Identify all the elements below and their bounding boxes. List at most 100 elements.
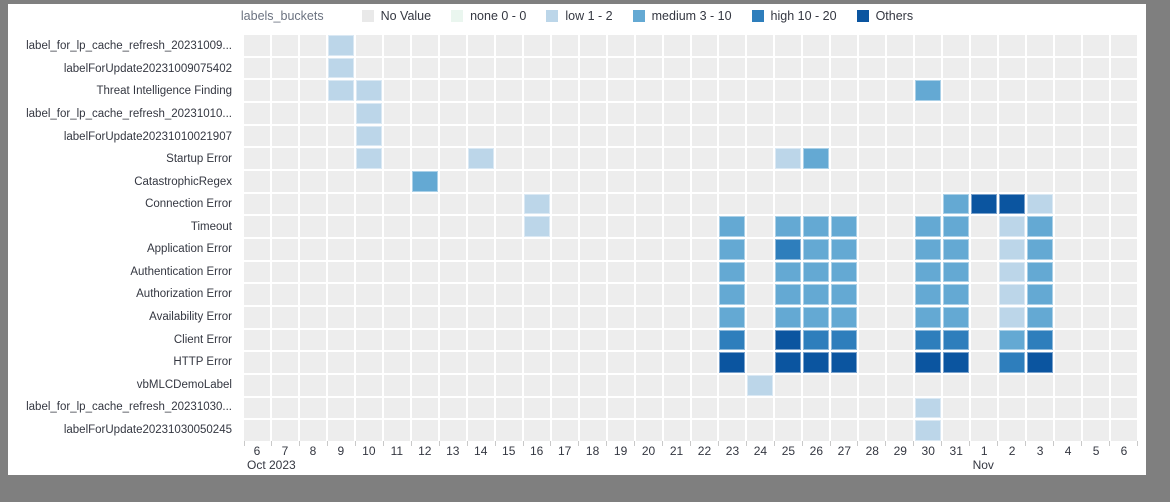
heatmap-cell[interactable]	[635, 35, 662, 56]
heatmap-cell[interactable]	[803, 374, 830, 396]
legend-item-novalue[interactable]: No Value	[361, 9, 431, 23]
heatmap-cell[interactable]	[663, 306, 690, 328]
heatmap-cell[interactable]	[244, 125, 270, 147]
heatmap-cell[interactable]	[691, 102, 718, 124]
heatmap-cell[interactable]	[327, 170, 354, 192]
heatmap-cell[interactable]	[831, 216, 858, 237]
heatmap-cell[interactable]	[523, 329, 550, 351]
heatmap-cell[interactable]	[383, 261, 410, 283]
heatmap-cell[interactable]	[663, 57, 690, 79]
heatmap-cell[interactable]	[831, 238, 858, 260]
heatmap-cell[interactable]	[299, 170, 326, 192]
heatmap-cell[interactable]	[831, 420, 858, 441]
heatmap-cell[interactable]	[943, 329, 970, 351]
heatmap-cell[interactable]	[355, 170, 382, 192]
heatmap-cell[interactable]	[943, 238, 970, 260]
heatmap-cell[interactable]	[523, 238, 550, 260]
heatmap-cell[interactable]	[887, 80, 914, 101]
heatmap-cell[interactable]	[383, 170, 410, 192]
heatmap-cell[interactable]	[971, 306, 998, 328]
heatmap-cell[interactable]	[859, 397, 886, 419]
heatmap-cell[interactable]	[691, 420, 718, 441]
heatmap-cell[interactable]	[1083, 306, 1110, 328]
heatmap-cell[interactable]	[579, 125, 606, 147]
heatmap-cell[interactable]	[887, 216, 914, 237]
heatmap-cell[interactable]	[607, 261, 634, 283]
heatmap-cell[interactable]	[971, 102, 998, 124]
heatmap-cell[interactable]	[271, 57, 298, 79]
heatmap-cell[interactable]	[999, 148, 1026, 169]
heatmap-cell[interactable]	[579, 420, 606, 441]
heatmap-cell[interactable]	[663, 420, 690, 441]
heatmap-cell[interactable]	[467, 329, 494, 351]
heatmap-cell[interactable]	[467, 284, 494, 305]
heatmap-cell[interactable]	[411, 374, 438, 396]
heatmap-cell[interactable]	[635, 170, 662, 192]
heatmap-cell[interactable]	[1027, 148, 1054, 169]
heatmap-cell[interactable]	[1083, 193, 1110, 215]
heatmap-cell[interactable]	[831, 125, 858, 147]
heatmap-cell[interactable]	[691, 216, 718, 237]
heatmap-cell[interactable]	[523, 261, 550, 283]
heatmap-cell[interactable]	[915, 374, 942, 396]
heatmap-cell[interactable]	[719, 57, 746, 79]
heatmap-cell[interactable]	[859, 216, 886, 237]
heatmap-cell[interactable]	[1055, 420, 1082, 441]
heatmap-cell[interactable]	[887, 102, 914, 124]
heatmap-cell[interactable]	[607, 397, 634, 419]
heatmap-cell[interactable]	[803, 284, 830, 305]
legend-item-low[interactable]: low 1 - 2	[546, 9, 613, 23]
heatmap-cell[interactable]	[1055, 102, 1082, 124]
heatmap-cell[interactable]	[803, 170, 830, 192]
heatmap-cell[interactable]	[663, 148, 690, 169]
heatmap-cell[interactable]	[1055, 148, 1082, 169]
heatmap-cell[interactable]	[747, 57, 774, 79]
heatmap-cell[interactable]	[635, 420, 662, 441]
heatmap-cell[interactable]	[803, 102, 830, 124]
heatmap-cell[interactable]	[1027, 35, 1054, 56]
heatmap-cell[interactable]	[244, 420, 270, 441]
heatmap-cell[interactable]	[327, 397, 354, 419]
heatmap-cell[interactable]	[1027, 374, 1054, 396]
heatmap-cell[interactable]	[915, 193, 942, 215]
heatmap-cell[interactable]	[523, 125, 550, 147]
heatmap-cell[interactable]	[523, 216, 550, 237]
heatmap-cell[interactable]	[1111, 35, 1137, 56]
heatmap-cell[interactable]	[859, 57, 886, 79]
heatmap-cell[interactable]	[663, 397, 690, 419]
heatmap-cell[interactable]	[971, 261, 998, 283]
heatmap-cell[interactable]	[271, 374, 298, 396]
heatmap-cell[interactable]	[355, 397, 382, 419]
heatmap-cell[interactable]	[887, 35, 914, 56]
heatmap-cell[interactable]	[887, 284, 914, 305]
heatmap-cell[interactable]	[915, 284, 942, 305]
heatmap-cell[interactable]	[551, 329, 578, 351]
heatmap-cell[interactable]	[299, 397, 326, 419]
heatmap-cell[interactable]	[244, 374, 270, 396]
heatmap-cell[interactable]	[299, 35, 326, 56]
heatmap-cell[interactable]	[663, 125, 690, 147]
heatmap-cell[interactable]	[439, 216, 466, 237]
heatmap-cell[interactable]	[719, 352, 746, 373]
heatmap-cell[interactable]	[411, 420, 438, 441]
heatmap-cell[interactable]	[327, 352, 354, 373]
heatmap-cell[interactable]	[999, 284, 1026, 305]
heatmap-cell[interactable]	[607, 193, 634, 215]
heatmap-cell[interactable]	[1055, 125, 1082, 147]
heatmap-cell[interactable]	[1083, 329, 1110, 351]
heatmap-cell[interactable]	[915, 420, 942, 441]
heatmap-cell[interactable]	[831, 284, 858, 305]
heatmap-cell[interactable]	[579, 352, 606, 373]
heatmap-cell[interactable]	[1027, 125, 1054, 147]
heatmap-cell[interactable]	[747, 102, 774, 124]
heatmap-cell[interactable]	[747, 148, 774, 169]
heatmap-cell[interactable]	[355, 329, 382, 351]
heatmap-cell[interactable]	[943, 170, 970, 192]
heatmap-cell[interactable]	[999, 35, 1026, 56]
heatmap-cell[interactable]	[1055, 397, 1082, 419]
heatmap-cell[interactable]	[607, 420, 634, 441]
heatmap-cell[interactable]	[244, 352, 270, 373]
heatmap-cell[interactable]	[747, 397, 774, 419]
heatmap-cell[interactable]	[271, 261, 298, 283]
heatmap-cell[interactable]	[635, 329, 662, 351]
